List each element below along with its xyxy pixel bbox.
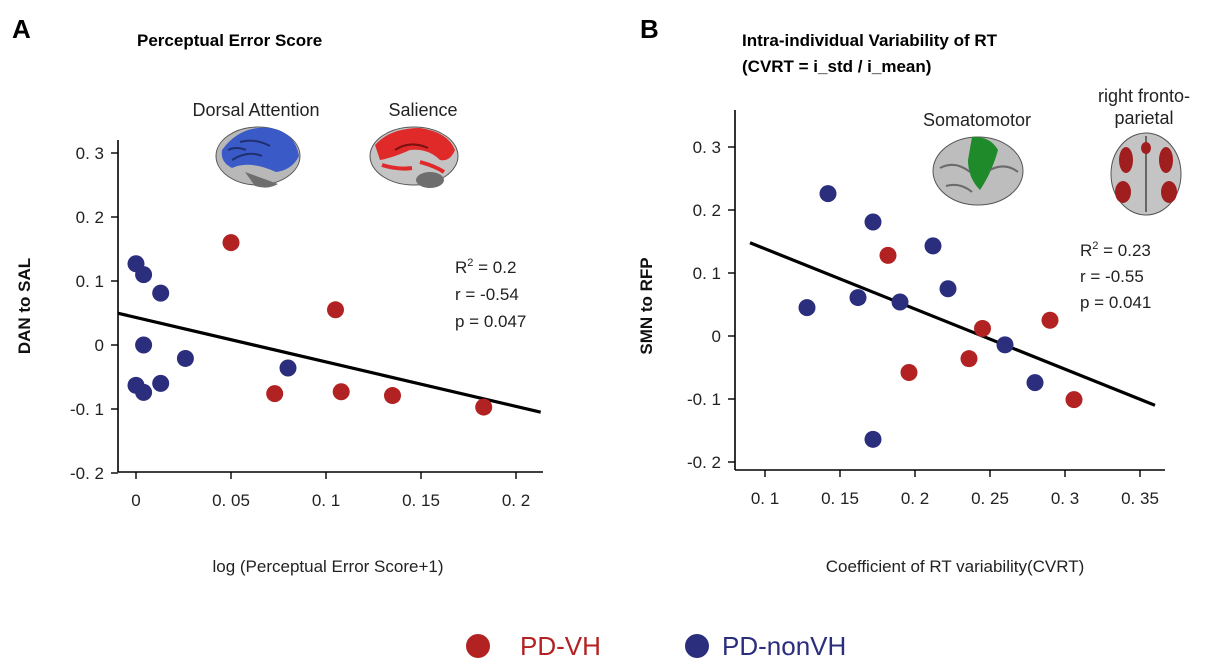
panel-b-pd-nonvh-point — [1026, 374, 1044, 392]
salience-label: Salience — [388, 100, 457, 120]
dorsal-attention-label: Dorsal Attention — [192, 100, 319, 120]
panel-b-y-tick-label: 0. 1 — [693, 264, 721, 283]
panel-a-pd-vh-point — [266, 385, 284, 403]
legend-pd-nonvh-marker — [685, 634, 709, 658]
panel-a-title: Perceptual Error Score — [137, 31, 322, 50]
panel-b-y-tick-label: 0 — [712, 327, 721, 346]
panel-a-y-tick-label: -0. 1 — [70, 400, 104, 419]
panel-b-pd-nonvh-point — [864, 213, 882, 231]
somatomotor-label: Somatomotor — [923, 110, 1031, 130]
panel-a-pd-vh-point — [384, 387, 401, 405]
panel-b-x-tick-label: 0. 15 — [821, 489, 859, 508]
dorsal-attention-brain-image — [215, 126, 301, 188]
panel-b-x-label: Coefficient of RT variability(CVRT) — [826, 557, 1085, 576]
panel-a-pd-vh-point — [222, 234, 240, 252]
panel-a-pd-nonvh-point — [152, 284, 170, 302]
right-frontoparietal-label-line2: parietal — [1114, 108, 1173, 128]
panel-b-y-tick-label: -0. 2 — [687, 453, 721, 472]
panel-a-stats: R2 = 0.2 r = -0.54 p = 0.047 — [455, 257, 526, 331]
panel-b-pd-nonvh-point — [996, 336, 1014, 354]
panel-a-x-tick-label: 0. 1 — [312, 491, 340, 510]
legend-pd-vh-label: PD-VH — [520, 631, 601, 661]
panel-a-x-tick-label: 0. 15 — [402, 491, 440, 510]
legend: PD-VH PD-nonVH — [466, 631, 846, 661]
panel-a-plot-area — [118, 234, 542, 416]
panel-b-pd-nonvh-point — [819, 185, 837, 203]
panel-b-r-squared: R2 = 0.23 — [1080, 240, 1151, 260]
panel-b-title-line1: Intra-individual Variability of RT — [742, 31, 998, 50]
panel-a-y-tick-label: 0. 3 — [76, 144, 104, 163]
panel-b-regression-line — [749, 241, 1156, 407]
panel-a-pd-nonvh-point — [135, 266, 153, 284]
somatomotor-brain-image — [932, 136, 1024, 206]
panel-b-pd-nonvh-point — [849, 289, 867, 307]
panel-b-ticks: 0. 1 0. 15 0. 2 0. 25 0. 3 0. 35 0. 3 0. 2 0. 1 0… — [687, 138, 1159, 508]
panel-b-p-value: p = 0.041 — [1080, 293, 1151, 312]
panel-b-y-tick-label: -0. 1 — [687, 390, 721, 409]
panel-a-y-tick-label: 0. 2 — [76, 208, 104, 227]
panel-b-pd-vh-point — [879, 246, 897, 264]
panel-a-pd-vh-point — [475, 398, 493, 416]
panel-a-ticks: 0 0. 05 0. 1 0. 15 0. 2 0. 3 0. 2 0. 1 0 -0. 1 -0.… — [70, 144, 530, 510]
panel-b-pd-vh-point — [1065, 391, 1083, 409]
panel-b-y-label: SMN to RFP — [637, 257, 656, 354]
panel-a-p-value: p = 0.047 — [455, 312, 526, 331]
right-frontoparietal-label-line1: right fronto- — [1098, 86, 1190, 106]
panel-a-pd-vh-point — [332, 383, 350, 401]
panel-b-stats: R2 = 0.23 r = -0.55 p = 0.041 — [1080, 240, 1151, 312]
panel-b-letter: B — [640, 14, 659, 44]
panel-a-r-value: r = -0.54 — [455, 285, 519, 304]
panel-b-pd-nonvh-point — [891, 293, 909, 311]
panel-b-pd-nonvh-point — [924, 237, 942, 255]
panel-b-x-tick-label: 0. 3 — [1051, 489, 1079, 508]
panel-b-y-tick-label: 0. 3 — [693, 138, 721, 157]
panel-b-x-tick-label: 0. 2 — [901, 489, 929, 508]
panel-a-pd-nonvh-point — [135, 383, 153, 401]
panel-b-pd-vh-point — [900, 364, 918, 382]
panel-a-y-tick-label: -0. 2 — [70, 464, 104, 483]
panel-b-r-value: r = -0.55 — [1080, 267, 1144, 286]
panel-a-letter: A — [12, 14, 31, 44]
panel-b-pd-vh-point — [974, 319, 991, 337]
panel-a-pd-nonvh-point — [135, 336, 153, 354]
panel-a-regression-line — [118, 311, 542, 414]
panel-b-y-tick-label: 0. 2 — [693, 201, 721, 220]
panel-a-axes — [117, 140, 543, 473]
panel-b-x-tick-label: 0. 1 — [751, 489, 779, 508]
panel-b-x-tick-label: 0. 25 — [971, 489, 1009, 508]
panel-a-y-tick-label: 0. 1 — [76, 272, 104, 291]
panel-b-pd-nonvh-point — [864, 430, 882, 448]
panel-a-y-label: DAN to SAL — [15, 258, 34, 354]
panel-b-plot-area — [749, 185, 1156, 448]
panel-a-x-label: log (Perceptual Error Score+1) — [212, 557, 443, 576]
salience-brain-image — [369, 126, 459, 188]
panel-b-x-tick-label: 0. 35 — [1121, 489, 1159, 508]
panel-a-x-tick-label: 0. 2 — [502, 491, 530, 510]
panel-a-pd-nonvh-point — [176, 349, 194, 367]
legend-pd-vh-marker — [466, 634, 490, 658]
panel-a-pd-nonvh-point — [279, 359, 297, 377]
panel-a-x-tick-label: 0 — [131, 491, 140, 510]
panel-a-r-squared: R2 = 0.2 — [455, 257, 516, 277]
panel-a-x-tick-label: 0. 05 — [212, 491, 250, 510]
frontoparietal-brain-image — [1110, 132, 1182, 216]
legend-pd-nonvh-label: PD-nonVH — [722, 631, 846, 661]
panel-b-pd-vh-point — [1041, 311, 1059, 329]
panel-a-y-tick-label: 0 — [95, 336, 104, 355]
panel-b-pd-nonvh-point — [798, 299, 816, 317]
panel-b-title-line2: (CVRT = i_std / i_mean) — [742, 57, 931, 76]
panel-a-pd-vh-point — [327, 301, 344, 319]
panel-b-pd-nonvh-point — [939, 280, 957, 298]
panel-b-axes — [734, 110, 1165, 471]
panel-a-pd-nonvh-point — [152, 374, 170, 392]
panel-b-pd-vh-point — [960, 350, 978, 368]
